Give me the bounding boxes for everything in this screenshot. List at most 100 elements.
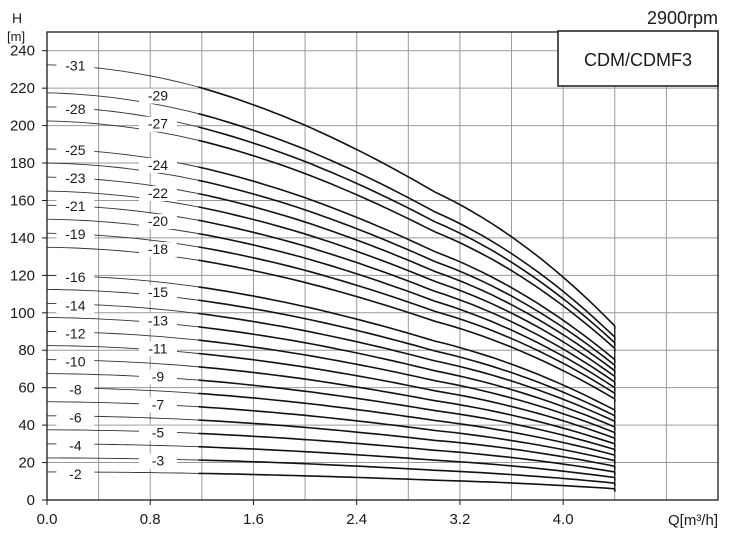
curve-label-bg: [56, 298, 95, 314]
curve-label: -11: [148, 340, 167, 356]
y-tick-label: 220: [10, 80, 35, 97]
curve-label: -2: [69, 466, 82, 482]
curve-label-bg: [138, 185, 177, 201]
y-tick-label: 180: [10, 155, 35, 172]
y-tick-label: 20: [18, 455, 35, 472]
curve-label: -9: [152, 368, 165, 384]
curve-label: -13: [148, 312, 168, 328]
curve-5: [198, 432, 615, 473]
x-tick-label: 2.4: [346, 511, 367, 528]
curve-label-bg: [138, 313, 177, 329]
y-axis-title: H: [12, 10, 22, 26]
curve-label: -12: [65, 325, 85, 341]
x-axis-title: Q[m³/h]: [668, 512, 718, 529]
curve-label-bg: [56, 171, 95, 187]
curve-label: -5: [152, 425, 165, 441]
curve-2: [198, 472, 615, 490]
curve-label-bg: [56, 58, 95, 74]
y-tick-label: 0: [27, 492, 35, 509]
curve-label-bg: [56, 382, 95, 398]
curve-14: [198, 312, 616, 423]
x-tick-label: 3.2: [449, 511, 470, 528]
curve-label-bg: [138, 397, 177, 413]
curve-label-bg: [56, 354, 95, 370]
curve-label: -8: [69, 382, 82, 398]
model-box: [557, 30, 719, 87]
curve-label: -19: [65, 226, 85, 242]
curve-label-bg: [138, 453, 177, 469]
curve-label: -22: [148, 185, 168, 201]
curve-label: -18: [148, 241, 168, 257]
y-tick-label: 80: [18, 342, 35, 359]
curve-23: [198, 192, 616, 372]
curve-24: [198, 179, 616, 366]
curve-label-bg: [138, 285, 177, 301]
curve-label: -21: [65, 198, 85, 214]
curve-label: -24: [148, 157, 168, 173]
curve-label: -20: [148, 213, 168, 229]
curve-label: -23: [65, 170, 85, 186]
curve-label: -16: [65, 269, 85, 285]
curve-21: [198, 219, 616, 383]
curve-label-bg: [56, 199, 95, 215]
curve-16: [198, 286, 616, 411]
plot-frame: [46, 31, 719, 501]
curve-6: [198, 419, 615, 468]
curve-label-bg: [138, 369, 177, 385]
curve-9: [198, 379, 616, 451]
curve-label-bg: [56, 227, 95, 243]
curve-label: -31: [65, 58, 85, 74]
curve-20: [198, 232, 616, 389]
curve-10: [198, 366, 616, 445]
curve-label-bg: [138, 242, 177, 258]
y-tick-label: 60: [18, 380, 35, 397]
curve-label: -4: [69, 438, 82, 454]
x-tick-label: 1.6: [243, 511, 264, 528]
y-tick-label: 40: [18, 417, 35, 434]
y-tick-label: 120: [10, 267, 35, 284]
curve-29-low-flow: [46, 92, 199, 115]
curve-15: [198, 299, 616, 417]
curve-label: -7: [152, 397, 165, 413]
curve-label: -25: [65, 142, 85, 158]
curve-label: -28: [65, 101, 85, 117]
y-tick-label: 240: [10, 43, 35, 60]
curve-label: -29: [148, 88, 168, 104]
curve-27-low-flow: [46, 120, 199, 141]
curve-22: [198, 206, 616, 378]
curve-19: [198, 246, 616, 394]
y-tick-label: 100: [10, 305, 35, 322]
curve-31: [198, 86, 616, 327]
curve-18: [198, 259, 616, 400]
curve-25: [198, 166, 616, 361]
curve-label-bg: [138, 341, 177, 357]
curve-label: -6: [69, 410, 82, 426]
curve-label-bg: [56, 101, 95, 117]
curve-12: [198, 339, 616, 434]
curve-label-bg: [138, 116, 177, 132]
x-tick-label: 0.8: [140, 511, 161, 528]
curve-4: [198, 445, 615, 479]
curve-label: -27: [148, 116, 168, 132]
y-tick-label: 200: [10, 118, 35, 135]
y-axis-unit: [m]: [7, 29, 25, 44]
curve-7: [198, 405, 615, 462]
x-tick-label: 0.0: [37, 511, 58, 528]
curve-label-bg: [56, 142, 95, 158]
speed-label: 2900rpm: [647, 8, 718, 28]
curve-label-bg: [138, 157, 177, 173]
curve-28: [198, 126, 616, 344]
curve-22-low-flow: [46, 190, 199, 208]
curve-label-bg: [56, 326, 95, 342]
curve-24-low-flow: [46, 162, 199, 181]
y-tick-label: 160: [10, 192, 35, 209]
curve-27: [198, 139, 616, 349]
curve-label: -14: [65, 297, 85, 313]
y-tick-label: 140: [10, 230, 35, 247]
curve-13: [198, 326, 616, 428]
curve-label-bg: [56, 438, 95, 454]
curve-3: [198, 459, 615, 484]
curve-11: [198, 352, 616, 439]
